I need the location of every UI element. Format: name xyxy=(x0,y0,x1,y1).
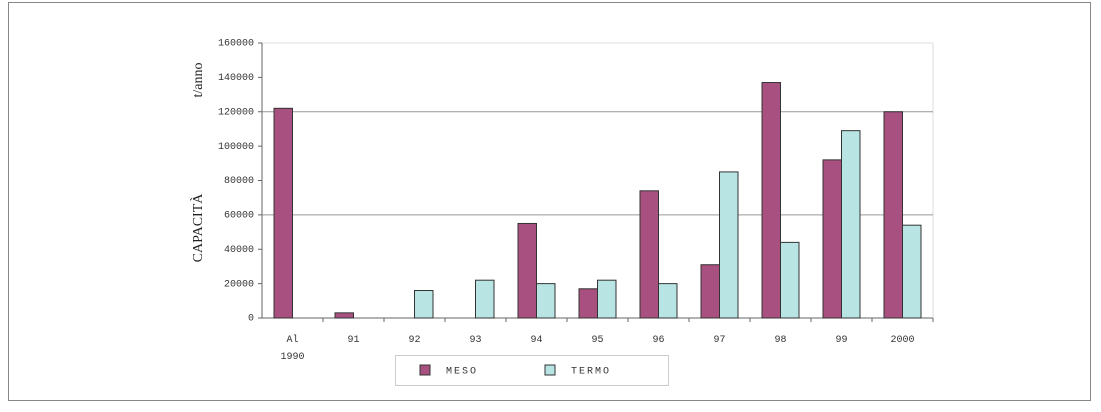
x-tick-label: 98 xyxy=(774,335,787,346)
legend-box xyxy=(395,355,669,386)
bar xyxy=(658,283,678,319)
bar xyxy=(883,111,903,319)
y-tick-label: 80000 xyxy=(224,176,254,187)
y-tick-label: 20000 xyxy=(224,279,254,290)
y-tick-label: 160000 xyxy=(218,39,254,50)
bar xyxy=(719,171,739,319)
y-tick-label: 140000 xyxy=(218,73,254,84)
bar xyxy=(700,264,720,319)
x-tick-label: 96 xyxy=(652,335,665,346)
y-axis-title: CAPACITÀ xyxy=(189,193,206,263)
y-axis-title-unit: t/anno xyxy=(191,63,206,98)
bar xyxy=(902,224,922,319)
bar xyxy=(475,279,495,319)
legend-swatch xyxy=(419,364,431,376)
x-tick-label: 94 xyxy=(530,335,543,346)
y-tick-label: 60000 xyxy=(224,211,254,222)
x-tick-label: 97 xyxy=(713,335,726,346)
bar xyxy=(639,190,659,319)
bar xyxy=(414,290,434,319)
x-tick-label: 93 xyxy=(469,335,482,346)
legend-swatch xyxy=(544,364,556,376)
x-tick-label: 95 xyxy=(591,335,604,346)
bar xyxy=(517,222,537,319)
x-tick-label: 91 xyxy=(347,335,360,346)
x-tick-label: 99 xyxy=(835,335,848,346)
x-tick-label: Al 1990 xyxy=(280,335,305,363)
x-tick-label: 2000 xyxy=(890,335,915,346)
bar xyxy=(761,82,781,319)
bar xyxy=(822,159,842,319)
y-tick-label: 120000 xyxy=(218,107,254,118)
legend-label: TERMO xyxy=(571,367,611,378)
x-tick-label: 92 xyxy=(408,335,421,346)
bar xyxy=(597,279,617,319)
legend-label: MESO xyxy=(446,367,478,378)
bar xyxy=(536,283,556,319)
bar xyxy=(273,107,293,319)
y-tick-label: 40000 xyxy=(224,245,254,256)
bar xyxy=(578,288,598,319)
bar xyxy=(334,312,354,319)
y-tick-label: 0 xyxy=(248,314,254,325)
bar xyxy=(841,130,861,319)
frame xyxy=(8,2,1091,401)
bar xyxy=(780,241,800,319)
y-tick-label: 100000 xyxy=(218,142,254,153)
